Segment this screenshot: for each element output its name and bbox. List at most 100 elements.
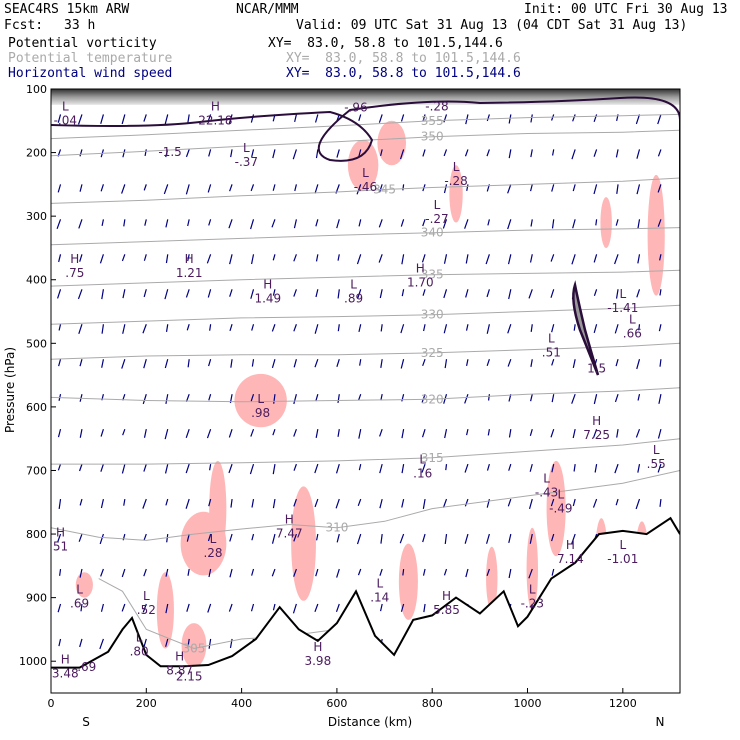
wind-tick [486,289,490,298]
pv-patch-5 [234,373,287,428]
wind-tick [187,219,190,227]
wind-tick [207,289,212,298]
wind-tick [486,359,490,366]
wind-tick [378,184,383,193]
wind-tick [659,499,662,507]
wind-tick [58,499,62,510]
wind-tick [401,289,405,297]
wind-tick [550,254,555,262]
wind-tick [292,603,297,614]
wind-tick [551,568,555,576]
wind-tick [379,568,383,576]
extremum-mark: H [61,653,70,667]
wind-tick [615,289,619,299]
wind-tick [100,603,104,612]
wind-tick [228,428,233,438]
wind-tick [507,184,512,194]
wind-tick [571,149,576,160]
wind-tick [507,254,512,265]
extremum-mark: L [143,589,150,603]
wind-tick [358,149,362,157]
wind-tick [421,254,426,263]
wind-tick [165,149,169,158]
wind-tick [100,498,105,509]
wind-tick [551,394,555,403]
wind-tick [593,184,598,195]
south-label: S [82,715,90,729]
wind-tick [508,533,512,544]
wind-tick [314,184,319,194]
wind-tick [208,359,212,367]
wind-tick [659,289,662,296]
wind-tick [636,289,641,298]
wind-tick [616,184,619,194]
x-tick-label: 800 [422,697,443,710]
wind-tick [165,498,169,506]
wind-tick [400,603,405,612]
extremum-mark: L [350,277,357,291]
wind-tick [78,463,83,472]
wind-tick [314,324,319,334]
wind-tick [250,114,255,123]
wind-tick [208,149,212,157]
wind-tick [79,149,83,157]
isentrope-label: 310 [325,521,348,535]
wind-tick [508,463,512,471]
wind-tick [592,498,598,508]
isentrope-label: 350 [421,130,444,144]
wind-tick [356,533,362,545]
wind-tick [165,603,169,614]
wind-tick [658,324,662,332]
wind-tick [143,359,147,369]
extremum-mark: H [592,414,601,428]
wind-tick [78,324,83,334]
isentrope-310 [51,470,680,541]
wind-tick [616,429,619,438]
x-tick-label: 400 [231,697,252,710]
wind-tick [487,219,490,226]
extremum-mark: H [56,525,65,539]
pv-patch-8 [291,486,316,601]
wind-tick [143,289,147,298]
extremum-value: -.28 [444,174,467,188]
wind-tick [357,568,362,576]
wind-tick [573,324,576,331]
wind-tick [401,429,405,439]
wind-tick [401,254,405,265]
extremum-value: 7.14 [557,552,584,566]
wind-tick [464,463,469,473]
isentrope-345 [51,177,680,204]
wind-tick [614,393,619,403]
wind-tick [593,149,598,157]
wind-tick [528,498,533,510]
extremum-value: 3.48 [52,667,79,681]
wind-tick [79,359,83,367]
wind-tick [443,184,448,194]
isentrope-label: 355 [421,114,444,128]
wind-tick [399,149,405,160]
plot-frame [50,88,681,694]
wind-tick [187,568,190,576]
wind-tick [229,254,233,265]
wind-tick [466,429,469,436]
wind-tick [443,568,448,576]
extremum-value: .16 [413,466,432,480]
wind-tick [186,603,190,612]
valid-time: Valid: 09 UTC Sat 31 Aug 13 (04 CDT Sat … [296,18,688,33]
wind-tick [57,533,62,543]
wind-tick [164,114,169,125]
wind-tick [101,219,105,226]
north-label: N [656,715,665,729]
extremum-mark: H [313,640,322,654]
wind-tick [78,533,83,542]
wind-tick [336,219,340,229]
wind-tick [99,533,104,545]
wind-tick [636,184,641,195]
extremum-value: -.96 [344,101,367,115]
wind-tick [314,114,319,123]
wind-tick [571,254,576,265]
wind-tick [594,464,598,473]
extremum-value: .89 [344,291,363,305]
wind-tick [208,394,212,401]
wind-tick [359,359,362,366]
